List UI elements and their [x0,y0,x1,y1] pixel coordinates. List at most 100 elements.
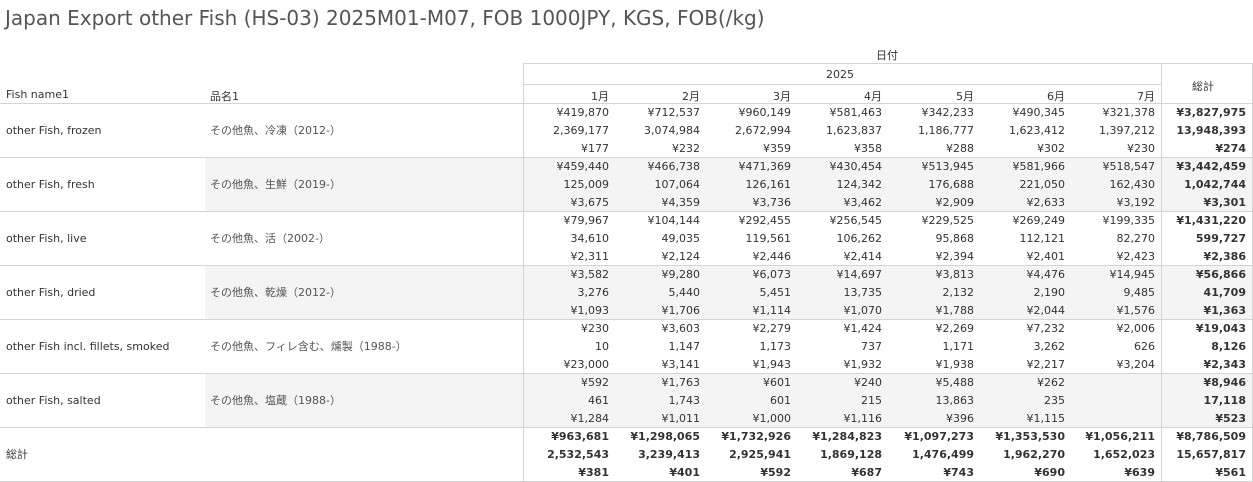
cell-kgs: 1,186,777 [918,124,974,137]
cell-fob-per-kg: ¥288 [946,142,974,155]
header-month-7: 7月 [1137,90,1155,103]
cell-fob-per-kg: ¥3,141 [661,358,701,371]
cell-kgs: 112,121 [1019,232,1066,245]
cell-total-fob: ¥1,431,220 [1176,214,1246,227]
cell-fob: ¥104,144 [647,214,701,227]
cell-fob: ¥3,603 [661,322,701,335]
cell-kgs: 119,561 [745,232,792,245]
cell-fob-per-kg: ¥2,423 [1116,250,1156,263]
cell-fob: ¥1,298,065 [630,430,700,443]
cell-fob-per-kg: ¥1,000 [752,412,792,425]
cell-kgs: 2,132 [942,286,975,299]
cell-fob-per-kg: ¥3,204 [1116,358,1156,371]
header-fish-name-en: Fish name1 [6,88,69,101]
cell-fob: ¥513,945 [921,160,975,173]
cell-fob-per-kg: ¥1,114 [752,304,792,317]
header-total: 総計 [1192,80,1214,93]
row-label-en: other Fish, frozen [6,124,102,137]
cell-total-fob-per-kg: ¥2,343 [1203,358,1246,371]
cell-fob-per-kg: ¥359 [763,142,791,155]
cell-kgs: 1,476,499 [912,448,974,461]
cell-fob-per-kg: ¥1,932 [843,358,883,371]
cell-fob: ¥5,488 [935,376,975,389]
cell-fob: ¥960,149 [738,106,792,119]
cell-fob-per-kg: ¥2,909 [935,196,975,209]
cell-kgs: 1,743 [668,394,701,407]
header-year: 2025 [826,68,854,81]
row-label-ja: その他魚、乾燥（2012-） [210,286,341,299]
header-month-5: 5月 [956,90,974,103]
cell-fob: ¥6,073 [752,268,792,281]
row-divider [0,157,1252,158]
row-label-en: 総計 [6,448,28,461]
cell-kgs: 1,147 [668,340,701,353]
row-band [523,374,1252,428]
cell-fob: ¥490,345 [1012,106,1066,119]
cell-fob: ¥2,006 [1116,322,1156,335]
cell-kgs: 3,276 [577,286,610,299]
header-month-2: 2月 [682,90,700,103]
cell-total-kgs: 15,657,817 [1176,448,1246,461]
header-month-1: 1月 [591,90,609,103]
column-divider [523,63,524,482]
cell-kgs: 235 [1044,394,1065,407]
row-label-ja: その他魚、塩蔵（1988-） [210,394,341,407]
cell-fob: ¥1,097,273 [904,430,974,443]
cell-kgs: 3,239,413 [638,448,700,461]
cell-kgs: 2,532,543 [547,448,609,461]
cell-fob: ¥2,279 [752,322,792,335]
row-band [205,158,523,212]
cell-fob: ¥459,440 [556,160,610,173]
cell-kgs: 13,735 [843,286,883,299]
column-divider [1161,63,1162,482]
header-divider-year [523,63,1252,64]
cell-kgs: 124,342 [836,178,883,191]
row-divider [0,265,1252,266]
cell-total-fob: ¥3,827,975 [1176,106,1246,119]
cell-fob: ¥1,763 [661,376,701,389]
row-label-en: other Fish, fresh [6,178,95,191]
cell-fob: ¥14,945 [1109,268,1156,281]
cell-fob: ¥592 [581,376,609,389]
cell-fob: ¥471,369 [738,160,792,173]
cell-kgs: 5,451 [759,286,792,299]
cell-fob-per-kg: ¥2,633 [1026,196,1066,209]
cell-total-fob: ¥8,946 [1203,376,1246,389]
cell-fob: ¥321,378 [1102,106,1156,119]
cell-kgs: 1,173 [759,340,792,353]
cell-fob: ¥256,545 [829,214,883,227]
cell-fob: ¥466,738 [647,160,701,173]
cell-kgs: 13,863 [935,394,975,407]
cell-kgs: 162,430 [1109,178,1156,191]
cell-kgs: 1,623,412 [1009,124,1065,137]
cell-kgs: 461 [588,394,609,407]
cell-fob-per-kg: ¥2,414 [843,250,883,263]
cell-kgs: 9,485 [1123,286,1156,299]
cell-fob: ¥712,537 [647,106,701,119]
cell-fob-per-kg: ¥381 [578,466,609,479]
cell-fob: ¥292,455 [738,214,792,227]
cell-fob-per-kg: ¥177 [581,142,609,155]
cell-kgs: 34,610 [570,232,610,245]
cell-kgs: 1,962,270 [1003,448,1065,461]
row-label-en: other Fish, dried [6,286,96,299]
cell-kgs: 215 [861,394,882,407]
cell-total-fob: ¥19,043 [1195,322,1246,335]
cell-total-kgs: 17,118 [1203,394,1246,407]
cell-kgs: 1,623,837 [826,124,882,137]
row-band [205,374,523,428]
cell-kgs: 3,262 [1033,340,1066,353]
cell-fob: ¥1,732,926 [721,430,791,443]
header-divider-months [523,84,1161,85]
cell-kgs: 1,397,212 [1099,124,1155,137]
row-label-ja: その他魚、活（2002-） [210,232,330,245]
cell-fob: ¥240 [854,376,882,389]
cell-kgs: 2,925,941 [729,448,791,461]
cell-fob: ¥199,335 [1102,214,1156,227]
cell-total-fob-per-kg: ¥274 [1215,142,1246,155]
cell-fob: ¥2,269 [935,322,975,335]
cell-fob: ¥581,463 [829,106,883,119]
cell-fob-per-kg: ¥2,446 [752,250,792,263]
row-band [523,158,1252,212]
header-month-6: 6月 [1047,90,1065,103]
